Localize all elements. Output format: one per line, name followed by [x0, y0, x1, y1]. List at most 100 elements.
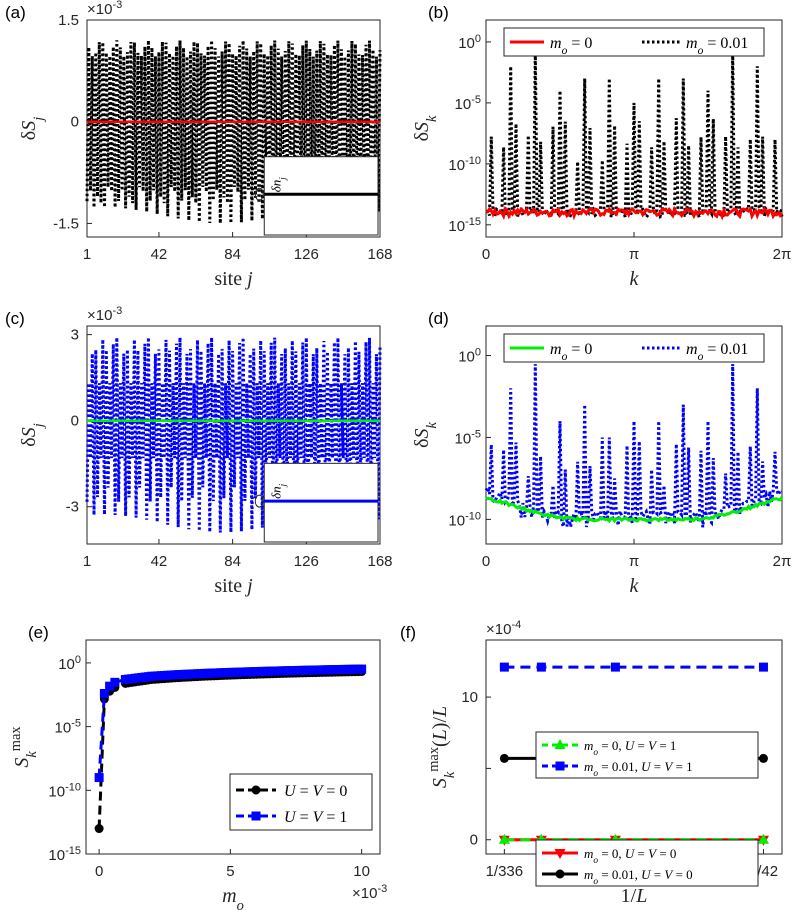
- panel-b-legend-label-0: mo = 0: [550, 35, 592, 57]
- panel-e-ytick-label: 100: [58, 654, 81, 673]
- panel-f-legend-bottom-label-1: mo = 0.01, U = V = 0: [584, 867, 693, 887]
- panel-a-axes: [86, 19, 381, 238]
- panel-b-label: (b): [428, 3, 449, 22]
- panel-e-legend-label-1: U = V = 1: [284, 809, 347, 826]
- panel-e-marker-1: [357, 664, 367, 674]
- panel-d-series-mo0: [485, 496, 784, 524]
- panel-b-ytick-label: 10-15: [448, 216, 481, 235]
- panel-e-xlabel: mo: [222, 885, 244, 910]
- panel-e-legend-marker-0: [251, 785, 261, 795]
- panel-b-xlabel: k: [630, 268, 640, 290]
- panel-e-marker-1: [110, 677, 120, 687]
- panel-d-ytick-label: 10-5: [455, 428, 481, 447]
- panel-e-marker-1: [105, 681, 115, 691]
- panel-d-legend: [503, 333, 765, 363]
- panel-b-legend-label-1: mo = 0.01: [686, 35, 748, 57]
- panel-e-xtick-label: 5: [226, 863, 234, 880]
- panel-a-xtick-label: 42: [151, 246, 168, 263]
- panel-f-xtick-label: 1/336: [486, 863, 524, 880]
- panel-e-legend: [229, 773, 373, 831]
- panel-d-ytick-label: 10-10: [448, 510, 481, 529]
- panel-f-legend-bottom-label-0: mo = 0, U = V = 0: [584, 846, 676, 866]
- panel-f-marker-1: [758, 662, 768, 672]
- panel-e-legend-label-0: U = V = 0: [284, 783, 347, 800]
- panel-a-label: (a): [5, 3, 26, 22]
- panel-f-legend-top-label-1: mo = 0.01, U = V = 1: [584, 759, 693, 779]
- panel-f-marker-3: [499, 753, 509, 763]
- panel-c-xtick-label: 126: [294, 553, 319, 570]
- panel-a-xlabel: site j: [214, 268, 253, 290]
- panel-d-ylabel: δSk: [411, 421, 440, 447]
- panel-c-xlabel: site j: [214, 575, 253, 597]
- panel-b-xtick-label: 0: [482, 246, 490, 263]
- panel-d-xtick-label: 0: [482, 553, 490, 570]
- panel-c-ytick-label: -3: [66, 499, 79, 516]
- panel-b-xtick-label: 2π: [773, 246, 792, 263]
- panel-f-legend-top-marker-0: [554, 739, 566, 749]
- panel-e-marker-1: [94, 773, 104, 783]
- panel-b-ytick-label: 100: [458, 33, 481, 52]
- panel-c-ytick-label: 0: [71, 413, 79, 430]
- panel-a-ylabel: δSj: [18, 117, 47, 140]
- panel-c-ytick-label: 3: [71, 327, 79, 344]
- panel-c-ylabel: δSj: [18, 423, 47, 446]
- panel-f-legend-bottom-marker-1: [555, 869, 565, 879]
- panel-d-xlabel: k: [630, 575, 640, 597]
- panel-e-legend-marker-1: [251, 811, 261, 821]
- panel-c-inset-marker: [254, 494, 264, 508]
- panel-a-inset-marker: [254, 187, 264, 201]
- panel-b-ytick-label: 10-10: [448, 155, 481, 174]
- panel-c-xtick-label: 168: [367, 553, 392, 570]
- panel-f-marker-0: [757, 833, 769, 844]
- panel-d-xtick-label: π: [629, 553, 639, 570]
- panel-e-label: (e): [28, 623, 49, 642]
- panel-f-marker-1: [610, 662, 620, 672]
- panel-f-legend-bottom: [535, 839, 759, 887]
- panel-d-xtick-label: 2π: [773, 553, 792, 570]
- panel-a-inset-label: δnj: [268, 177, 287, 193]
- panel-b-series-mo0: [485, 205, 784, 221]
- panel-e-ytick-label: 10-5: [55, 718, 81, 737]
- panel-f-ylabel: Skmax(L)/L: [426, 706, 458, 788]
- panel-d-legend-label-0: mo = 0: [550, 341, 592, 363]
- panel-a-series-mo001: [85, 40, 382, 224]
- panel-a-xtick-label: 84: [224, 246, 241, 263]
- panel-e-ytick-label: 10-10: [48, 781, 81, 800]
- panel-d-label: (d): [428, 309, 449, 328]
- panel-a-inset: [263, 156, 379, 236]
- panel-e-marker-0: [94, 824, 104, 834]
- panel-c-xtick-label: 42: [151, 553, 168, 570]
- panel-f-y-exponent: ×10-4: [486, 619, 521, 638]
- panel-a-ytick-label: 1.5: [58, 12, 79, 29]
- panel-f-legend-top: [535, 731, 759, 779]
- panel-f-marker-3: [758, 753, 768, 763]
- panel-f-label: (f): [400, 623, 416, 642]
- panel-f-legend-top-label-0: mo = 0, U = V = 1: [584, 738, 676, 758]
- panel-b-series-mo001: [485, 50, 784, 222]
- panel-c-y-exponent: ×10-3: [87, 305, 122, 324]
- panel-b-ytick-label: 10-5: [455, 94, 481, 113]
- panel-a-ytick-label: 0: [71, 114, 79, 131]
- panel-f-ytick-label: 0: [470, 832, 478, 849]
- panel-e-xtick-label: 10: [353, 863, 370, 880]
- panel-d-legend-label-1: mo = 0.01: [686, 341, 748, 363]
- panel-a-ytick-label: -1.5: [53, 215, 79, 232]
- panel-c-series-mo001: [85, 337, 382, 533]
- panel-a-y-exponent: ×10-3: [87, 0, 122, 18]
- panel-e-ytick-label: 10-15: [48, 845, 81, 864]
- panel-f-legend-top-marker-1: [555, 761, 565, 771]
- panel-c-xtick-label: 1: [83, 553, 91, 570]
- panel-c-xtick-label: 84: [224, 553, 241, 570]
- panel-f-marker-0: [498, 833, 510, 844]
- panel-f-xlabel: 1/L: [621, 885, 648, 907]
- panel-e-xtick-label: 0: [95, 863, 103, 880]
- panel-d-series-mo001: [484, 364, 783, 528]
- panel-b-legend: [503, 27, 765, 57]
- panel-f-ytick-label: 10: [461, 689, 478, 706]
- panel-d-ytick-label: 100: [458, 347, 481, 366]
- panel-a-xtick-label: 126: [294, 246, 319, 263]
- panel-c-inset-label: δnj: [268, 483, 287, 499]
- panel-a-xtick-label: 1: [83, 246, 91, 263]
- panel-e-ylabel: Skmax: [8, 726, 40, 768]
